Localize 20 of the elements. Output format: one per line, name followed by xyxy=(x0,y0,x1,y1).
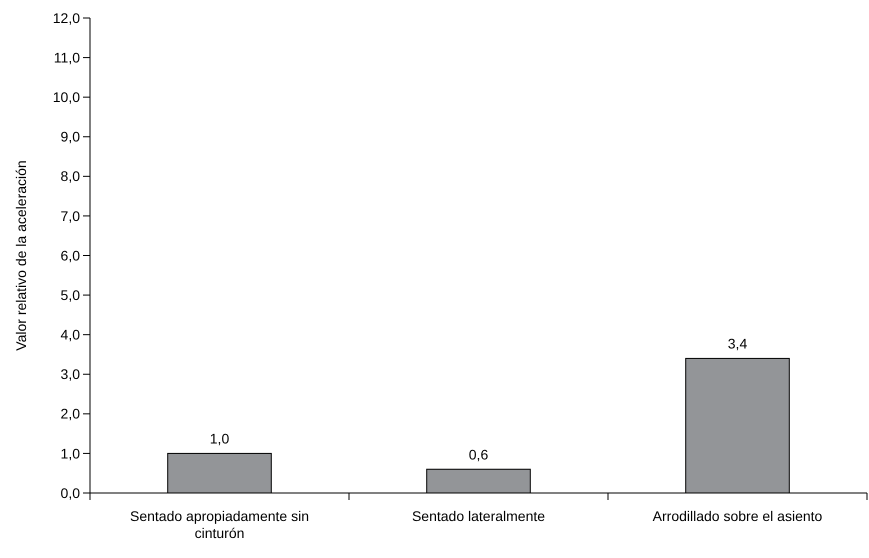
data-label: 3,4 xyxy=(728,335,748,352)
x-tick-label: Arrodillado sobre el asiento xyxy=(652,508,823,524)
y-tick-label: 5,0 xyxy=(60,286,80,303)
y-tick-label: 0,0 xyxy=(60,484,80,501)
y-tick-label: 11,0 xyxy=(54,49,80,66)
data-label: 1,0 xyxy=(210,430,230,446)
y-tick-label: 2,0 xyxy=(60,406,80,422)
y-axis-title: Valor relativo de la aceleración xyxy=(13,160,29,351)
y-tick-label: 8,0 xyxy=(60,168,80,184)
y-tick-label: 6,0 xyxy=(60,247,80,264)
x-tick-label: Sentado lateralmente xyxy=(412,508,546,524)
y-tick-label: 4,0 xyxy=(60,326,80,343)
y-tick-label: 9,0 xyxy=(60,128,80,145)
y-tick-label: 1,0 xyxy=(60,445,80,462)
y-tick-label: 10,0 xyxy=(52,89,80,106)
y-tick-label: 3,0 xyxy=(60,366,80,382)
x-tick-label: Sentado apropiadamente sin cinturón xyxy=(130,508,310,541)
y-tick-label: 12,0 xyxy=(52,10,80,26)
data-label: 0,6 xyxy=(468,446,488,462)
y-tick-label: 7,0 xyxy=(60,208,80,224)
